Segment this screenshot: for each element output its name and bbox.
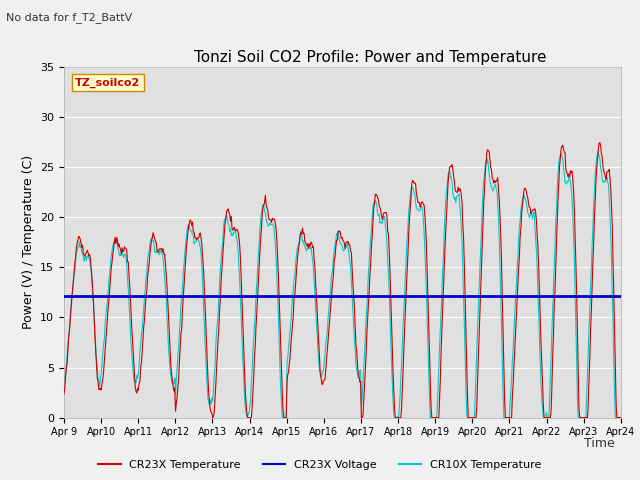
CR23X Temperature xyxy=(428,406,435,411)
CR23X Temperature xyxy=(411,180,419,186)
CR10X Temperature xyxy=(70,272,78,278)
CR23X Temperature xyxy=(60,391,68,397)
CR23X Voltage xyxy=(214,294,221,300)
Text: Time: Time xyxy=(584,437,614,450)
CR10X Temperature xyxy=(428,415,435,420)
CR23X Temperature xyxy=(127,317,135,323)
Y-axis label: Power (V) / Temperature (C): Power (V) / Temperature (C) xyxy=(22,156,35,329)
CR10X Temperature xyxy=(127,347,135,352)
CR23X Temperature xyxy=(184,230,192,236)
CR23X Voltage xyxy=(70,294,78,300)
CR23X Temperature xyxy=(596,140,604,145)
CR23X Voltage xyxy=(60,294,68,300)
CR23X Temperature xyxy=(209,415,216,420)
CR23X Temperature xyxy=(617,415,625,420)
CR23X Temperature xyxy=(70,270,78,276)
CR10X Temperature xyxy=(214,321,221,327)
Line: CR23X Temperature: CR23X Temperature xyxy=(64,143,621,418)
CR23X Voltage xyxy=(127,294,135,300)
CR23X Voltage xyxy=(184,294,192,300)
CR10X Temperature xyxy=(617,415,625,420)
Text: No data for f_T2_BattV: No data for f_T2_BattV xyxy=(6,12,132,23)
Text: TZ_soilco2: TZ_soilco2 xyxy=(75,78,140,88)
CR10X Temperature xyxy=(278,415,286,420)
Legend: CR23X Temperature, CR23X Voltage, CR10X Temperature: CR23X Temperature, CR23X Voltage, CR10X … xyxy=(94,456,546,474)
CR10X Temperature xyxy=(184,223,192,228)
Title: Tonzi Soil CO2 Profile: Power and Temperature: Tonzi Soil CO2 Profile: Power and Temper… xyxy=(194,49,547,65)
Line: CR10X Temperature: CR10X Temperature xyxy=(64,152,621,418)
CR10X Temperature xyxy=(594,149,602,155)
CR23X Voltage xyxy=(410,294,418,300)
CR23X Voltage xyxy=(426,294,434,300)
CR23X Voltage xyxy=(617,294,625,300)
CR23X Temperature xyxy=(214,336,222,341)
CR10X Temperature xyxy=(411,191,419,197)
CR10X Temperature xyxy=(60,380,68,386)
